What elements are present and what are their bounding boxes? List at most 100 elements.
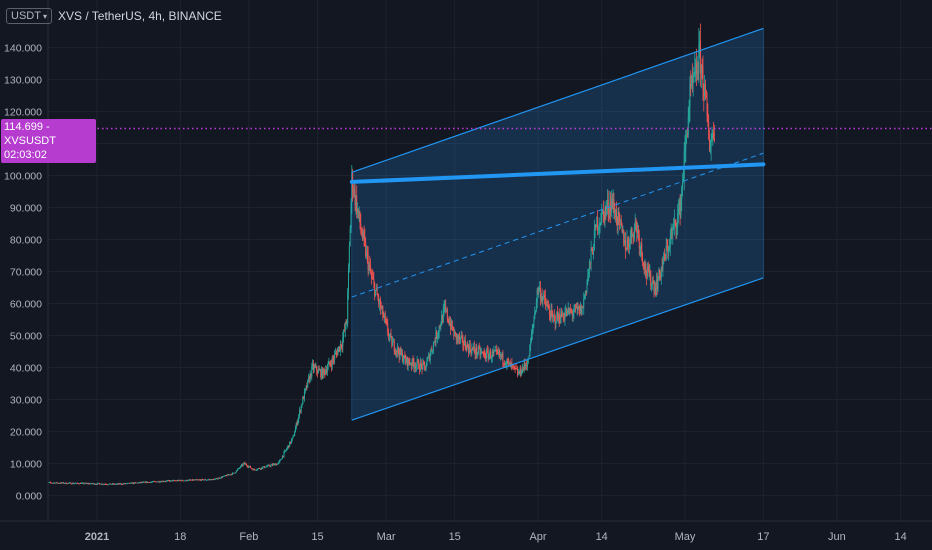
- candle-body: [449, 322, 451, 325]
- candle-body: [336, 352, 338, 356]
- candle-body: [709, 146, 711, 152]
- candle-body: [415, 365, 417, 369]
- candle-body: [311, 366, 313, 377]
- candle-body: [243, 462, 245, 464]
- candle-body: [514, 366, 516, 369]
- candle-body: [99, 483, 101, 485]
- candle-body: [202, 479, 204, 481]
- candle-body: [411, 358, 413, 366]
- candle-body: [698, 43, 700, 74]
- channel-median-line[interactable]: [351, 152, 764, 298]
- channel-lines[interactable]: [349, 27, 766, 421]
- candle-body: [432, 342, 434, 351]
- candle-body: [236, 469, 238, 471]
- candle-body: [128, 482, 130, 484]
- candle-body: [362, 231, 364, 239]
- candle-body: [200, 479, 202, 481]
- candle-body: [264, 467, 266, 469]
- currency-selector[interactable]: USDT ▾: [6, 8, 52, 24]
- candle-body: [111, 484, 113, 486]
- candle-body: [229, 474, 231, 476]
- candle-body: [708, 122, 710, 140]
- candle-body: [117, 483, 119, 485]
- candle-body: [174, 480, 176, 482]
- candle-body: [682, 177, 684, 183]
- candle-body: [55, 482, 57, 484]
- candle-body: [244, 462, 246, 465]
- candle-body: [133, 482, 135, 484]
- candle-body: [270, 465, 272, 467]
- candle-body: [89, 483, 91, 485]
- candle-body: [412, 358, 414, 363]
- candle-body: [650, 270, 652, 287]
- price-axis[interactable]: 0.000 10.000 20.000 30.000 40.000 50.000 60.00…: [0, 0, 49, 521]
- candle-body: [251, 468, 253, 470]
- candle-body: [201, 479, 203, 481]
- candle-body: [118, 483, 120, 485]
- candle-body: [361, 235, 363, 239]
- channel-upper-line[interactable]: [351, 27, 764, 173]
- time-tick-label: 14: [596, 531, 608, 543]
- candle-body: [103, 484, 105, 486]
- candle-body: [250, 467, 252, 469]
- candle-body: [207, 479, 209, 481]
- candle-body: [109, 483, 111, 485]
- candle-body: [49, 482, 51, 484]
- candle-body: [658, 269, 660, 280]
- candle-body: [418, 361, 420, 369]
- candle-body: [146, 481, 148, 483]
- candle-body: [520, 367, 522, 375]
- candle-body: [497, 351, 499, 354]
- candle-body: [196, 479, 198, 481]
- candle-body: [97, 483, 99, 485]
- candle-body: [355, 196, 357, 205]
- candle-body: [562, 315, 564, 319]
- candle-body: [204, 479, 206, 481]
- candle-body: [387, 324, 389, 333]
- candle-body: [576, 306, 578, 309]
- channel-lower-line[interactable]: [351, 277, 764, 421]
- candle-body: [162, 481, 164, 482]
- candle-body: [79, 483, 81, 484]
- candle-body: [94, 483, 96, 485]
- candle-body: [453, 329, 455, 337]
- candle-body: [655, 280, 657, 295]
- candle-body: [143, 481, 145, 483]
- resistance-trendline[interactable]: [349, 162, 766, 184]
- candle-body: [676, 227, 678, 229]
- current-price-tag: 114.699 - XVSUSDT 02:03:02: [1, 119, 96, 163]
- candle-body: [310, 373, 312, 377]
- candle-body: [171, 480, 173, 482]
- candle-body: [706, 97, 708, 116]
- candle-body: [484, 353, 486, 358]
- candle-body: [325, 370, 327, 373]
- candle-body: [487, 351, 489, 359]
- candle-body: [475, 347, 477, 355]
- candle-body: [213, 479, 215, 481]
- candle-body: [404, 355, 406, 359]
- candle-body: [269, 466, 271, 467]
- price-tick-label: 30.000: [10, 394, 42, 406]
- candle-body: [598, 223, 600, 229]
- candle-body: [574, 305, 576, 312]
- candle-body: [539, 287, 541, 289]
- candle-body: [548, 309, 550, 315]
- candle-body: [625, 249, 627, 251]
- candle-body: [357, 208, 359, 214]
- candle-body: [673, 219, 675, 225]
- candle-body: [499, 354, 501, 356]
- candle-body: [61, 482, 63, 484]
- price-tick-label: 10.000: [10, 458, 42, 470]
- candle-body: [452, 329, 454, 331]
- candle-body: [535, 310, 537, 313]
- candle-body: [467, 343, 469, 347]
- candle-body: [570, 310, 572, 312]
- candle-body: [170, 480, 172, 482]
- candle-body: [249, 466, 251, 468]
- candle-body: [431, 349, 433, 351]
- candle-body: [439, 325, 441, 327]
- candle-body: [75, 483, 77, 484]
- time-axis[interactable]: 2021 18 Feb 15 Mar 15 Apr 14 May 17 Jun 14: [0, 520, 932, 550]
- candle-body: [693, 76, 695, 78]
